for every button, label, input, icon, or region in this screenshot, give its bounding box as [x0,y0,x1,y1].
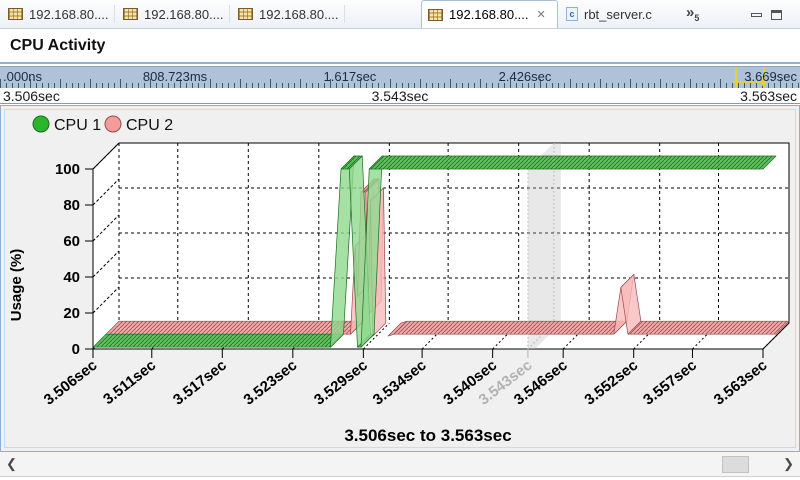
trace-table-icon [428,8,443,21]
maximize-button[interactable] [768,8,784,22]
selection-right-arrow-icon [762,78,767,86]
timeline-ruler-label: 808.723ms [142,69,208,84]
view-title: CPU Activity [10,37,106,54]
overflow-count: 5 [694,13,700,23]
range-ruler[interactable]: 3.506sec 3.543sec 3.563sec [0,88,800,104]
tab-rbt-server[interactable]: c rbt_server.c [560,0,665,28]
chevron-more-tabs-icon[interactable]: »5 [686,4,700,23]
ruler-tick-marks-major [0,79,800,88]
trace-table-icon [123,8,138,20]
c-file-icon: c [566,7,578,21]
trace-table-icon [8,8,23,20]
minimize-button[interactable] [748,8,764,22]
minimize-icon [750,13,762,17]
timeline-ruler-label: 2.426sec [498,69,552,84]
tab-label: 192.168.80.... [449,7,529,22]
tab-trace-2[interactable]: 192.168.80.... [117,0,230,28]
chart-panel[interactable] [0,105,800,452]
timeline-ruler-label: 1.617sec [323,69,377,84]
timeline-ruler-label: .000ns [3,69,43,84]
maximize-icon [770,10,782,20]
tab-separator [344,5,345,23]
selection-range-marker[interactable] [737,81,763,83]
trace-table-icon [238,8,253,20]
tab-label: 192.168.80.... [144,6,224,22]
timeline-ruler-label: 3.669sec [744,69,797,84]
chevron-right-icon[interactable]: ❯ [783,456,794,471]
range-cursor-label: 3.543sec [371,88,429,104]
view-header: CPU Activity ✕ [0,29,800,64]
tab-label: 192.168.80.... [29,6,109,22]
tab-separator [114,5,115,23]
tab-trace-3[interactable]: 192.168.80.... [232,0,345,28]
chevron-left-icon[interactable]: ❮ [6,456,17,471]
range-end-label: 3.563sec [740,88,797,104]
selection-left-arrow-icon [733,78,738,86]
tab-label: rbt_server.c [584,6,652,22]
close-icon[interactable]: ✕ [536,9,546,21]
tab-trace-4-active[interactable]: 192.168.80.... ✕ [421,0,558,28]
tab-separator [229,5,230,23]
horizontal-scrollbar[interactable]: ❮ ❯ [0,452,800,477]
editor-tab-bar: 192.168.80.... 192.168.80.... 192.168.80… [0,0,800,29]
tab-trace-1[interactable]: 192.168.80.... [2,0,115,28]
range-start-label: 3.506sec [3,88,60,104]
scrollbar-thumb[interactable] [722,456,749,473]
tab-label: 192.168.80.... [259,6,339,22]
timeline-ruler[interactable]: .000ns 808.723ms 1.617sec 2.426sec 3.669sec [0,66,800,89]
